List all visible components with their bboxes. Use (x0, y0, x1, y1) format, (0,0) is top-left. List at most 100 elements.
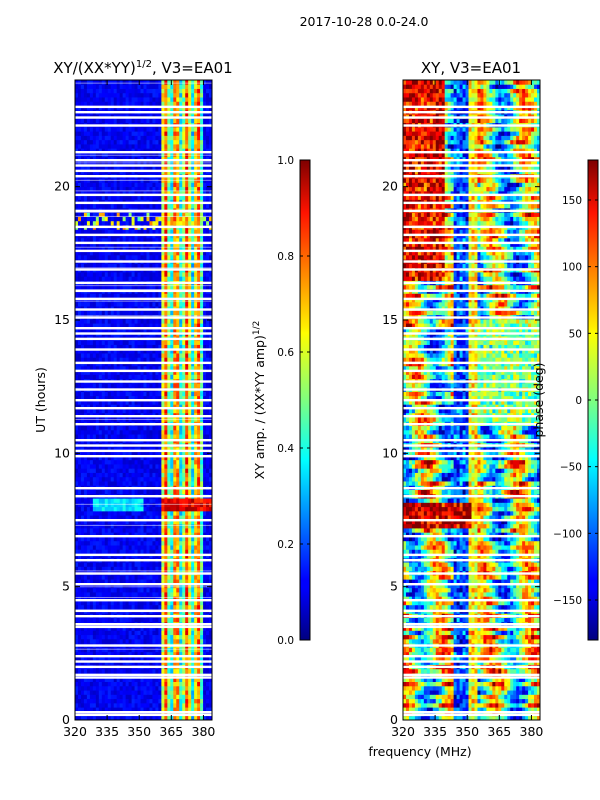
flagged-gap (75, 407, 212, 410)
flagged-gap (403, 337, 540, 341)
phase-title: XY, V3=EA01 (421, 59, 521, 77)
flagged-gap (75, 316, 212, 319)
flagged-gap (403, 644, 540, 647)
y-tick-label: 15 (382, 312, 398, 327)
flagged-gap (403, 164, 540, 167)
amplitude-title: XY/(XX*YY)1/2, V3=EA01 (53, 59, 232, 77)
phase-colorbar: 150 100 50 0 −50 −100 −150 phase (deg) (531, 159, 599, 641)
flagged-gap (75, 665, 212, 669)
x-tick-label: 320 (63, 724, 87, 739)
flagged-gap (403, 233, 540, 237)
amplitude-heatmap (75, 80, 212, 720)
flagged-gap (75, 444, 212, 447)
flagged-gap (75, 623, 212, 626)
flagged-gap (75, 111, 212, 114)
flagged-gap (403, 415, 540, 418)
flagged-gap (75, 116, 212, 119)
y-tick-label: 0 (390, 712, 398, 727)
flagged-gap (403, 332, 540, 335)
colorbar-tick-label: 0.8 (277, 251, 294, 263)
flagged-gap (75, 519, 212, 522)
flagged-gap (403, 455, 540, 458)
flagged-streak (75, 179, 212, 181)
flagged-gap (75, 233, 212, 237)
flagged-gap (75, 105, 212, 109)
flagged-gap (75, 495, 212, 498)
flagged-gap (403, 399, 540, 402)
phase-colorbar-ticks: 150 100 50 0 −50 −100 −150 (553, 195, 598, 607)
flagged-gap (75, 209, 212, 213)
x-tick-label: 350 (455, 724, 479, 739)
flagged-gap (403, 559, 540, 562)
flagged-gap (403, 201, 540, 205)
flagged-gap (75, 572, 212, 575)
flagged-gap (75, 260, 212, 263)
flagged-gap (403, 449, 540, 453)
flagged-gap (403, 175, 540, 178)
amplitude-panel: XY/(XX*YY)1/2, V3=EA01 320 335 350 365 380 0 5… (33, 59, 233, 739)
colorbar-tick-label: −50 (560, 462, 582, 474)
flagged-gap (75, 308, 212, 311)
flagged-gap (75, 559, 212, 562)
figure-suptitle: 2017-10-28 0.0-24.0 (300, 14, 429, 29)
colorbar-tick-label: 50 (569, 328, 582, 340)
flagged-gap (403, 519, 540, 522)
flagged-streak (75, 215, 212, 217)
x-tick-label: 365 (159, 724, 183, 739)
flagged-gap (75, 268, 212, 271)
flagged-gap (75, 337, 212, 341)
flagged-gap (403, 713, 540, 717)
colorbar-tick-label: 0.2 (277, 539, 294, 551)
phase-xlabel: frequency (MHz) (368, 744, 471, 759)
flagged-streak (75, 300, 212, 302)
flagged-gap (403, 249, 540, 253)
y-tick-label: 5 (62, 579, 70, 594)
flagged-gap (403, 423, 540, 426)
flagged-gap (403, 124, 540, 127)
y-tick-label: 20 (382, 179, 398, 194)
y-tick-label: 10 (382, 445, 398, 460)
flagged-gap (75, 660, 212, 663)
flagged-gap (403, 388, 540, 391)
flagged-gap (403, 116, 540, 119)
flagged-gap (75, 676, 212, 679)
flagged-streak (75, 609, 212, 611)
flagged-gap (75, 625, 212, 629)
y-tick-label: 20 (54, 179, 70, 194)
flagged-gap (403, 495, 540, 498)
y-tick-label: 15 (54, 312, 70, 327)
flagged-gap (403, 225, 540, 229)
flagged-gap (75, 297, 212, 301)
flagged-gap (403, 169, 540, 173)
colorbar-tick-label: 0 (575, 395, 582, 407)
flagged-gap (403, 281, 540, 285)
colorbar-tick-label: −100 (553, 528, 582, 540)
amplitude-frame (74, 79, 213, 721)
flagged-gap (403, 193, 540, 197)
y-tick-label: 10 (54, 445, 70, 460)
flagged-gap (75, 241, 212, 245)
flagged-gap (403, 268, 540, 271)
flagged-streak (75, 285, 212, 287)
flagged-gap (75, 281, 212, 285)
flagged-gap (75, 151, 212, 154)
amplitude-axes: 320 335 350 365 380 0 5 10 15 20 (54, 80, 215, 739)
flagged-gap (75, 124, 212, 127)
flagged-gap (75, 655, 212, 658)
x-tick-label: 320 (391, 724, 415, 739)
flagged-gap (403, 209, 540, 213)
flagged-gap (403, 380, 540, 383)
flagged-gap (75, 535, 212, 538)
flagged-gap (403, 572, 540, 575)
flagged-gap (403, 297, 540, 301)
flagged-gap (75, 399, 212, 402)
flagged-gap (75, 249, 212, 253)
flagged-gap (75, 487, 212, 490)
flagged-gap (75, 388, 212, 391)
flagged-streak (75, 211, 212, 213)
x-tick-label: 380 (520, 724, 544, 739)
flagged-gap (75, 361, 212, 365)
flagged-streak (75, 154, 212, 156)
flagged-gap (75, 673, 212, 677)
flagged-gap (75, 175, 212, 178)
